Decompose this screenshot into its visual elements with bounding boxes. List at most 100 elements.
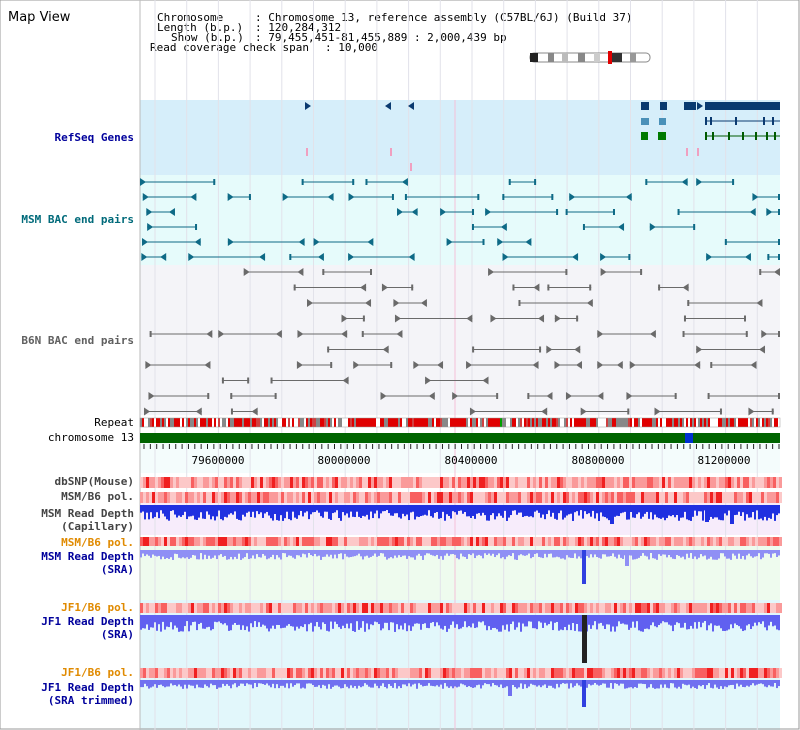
heat-cell <box>674 477 677 488</box>
depth-bar <box>424 680 426 686</box>
depth-bar <box>728 550 730 559</box>
repeat-segment <box>176 418 178 427</box>
msm-bac-track[interactable] <box>140 178 780 261</box>
heat-cell <box>515 668 518 678</box>
b6n-bac-track[interactable] <box>144 268 780 416</box>
heat-cell <box>329 668 332 678</box>
repeat-segment <box>450 418 452 427</box>
depth-bar <box>140 680 142 688</box>
depth-bar <box>606 680 608 688</box>
depth-bar <box>158 550 160 556</box>
depth-bar <box>472 680 474 688</box>
depth-bar <box>422 505 424 516</box>
b6n-bac-label[interactable]: B6N BAC end pairs <box>21 334 134 347</box>
depth-bar <box>602 680 604 684</box>
depth-bar <box>168 550 170 559</box>
repeat-segment <box>702 418 704 427</box>
chromosome-ideogram[interactable] <box>529 51 651 64</box>
gene-arrow <box>597 361 604 369</box>
depth-bar <box>614 615 616 632</box>
depth-bar <box>624 505 626 512</box>
depth-bar <box>288 505 290 520</box>
repeat-segment <box>736 418 738 427</box>
heat-cell <box>380 537 383 546</box>
repeat-segment <box>502 418 504 427</box>
depth-bar <box>398 615 400 630</box>
depth-bar <box>234 680 236 684</box>
heat-cell <box>593 477 596 488</box>
depth-bar <box>294 680 296 686</box>
heat-cell <box>767 492 770 503</box>
heat-cell <box>623 668 626 678</box>
repeat-segment <box>562 418 564 427</box>
depth-bar <box>384 615 386 623</box>
heat-cell <box>563 537 566 546</box>
depth-bar <box>184 680 186 685</box>
heat-cell <box>527 492 530 503</box>
depth-bar <box>724 505 726 514</box>
depth-bar <box>352 680 354 688</box>
repeat-segment <box>638 418 640 427</box>
depth-bar <box>560 680 562 685</box>
heat-cell <box>158 668 161 678</box>
heat-cell <box>740 603 743 613</box>
depth-bar <box>352 615 354 632</box>
depth-bar <box>176 505 178 518</box>
depth-bar <box>704 615 706 622</box>
bac-end <box>248 194 251 200</box>
heat-cell <box>362 537 365 546</box>
depth-bar <box>590 615 592 629</box>
depth-bar <box>492 550 494 554</box>
depth-bar <box>756 550 758 557</box>
depth-bar <box>158 680 160 686</box>
depth-bar <box>750 615 752 630</box>
depth-bar <box>238 505 240 520</box>
depth-bar <box>564 680 566 684</box>
heat-cell <box>617 537 620 546</box>
heat-cell <box>662 668 665 678</box>
heat-cell <box>638 603 641 613</box>
depth-bar <box>414 680 416 684</box>
msm-bac-label[interactable]: MSM BAC end pairs <box>21 213 134 226</box>
gene-block <box>658 132 666 140</box>
refseq-label[interactable]: RefSeq Genes <box>54 131 134 144</box>
depth-bar <box>140 615 142 630</box>
depth-bar <box>224 550 226 556</box>
heat-cell <box>383 603 386 613</box>
heat-cell <box>626 603 629 613</box>
heat-cell <box>479 603 482 613</box>
heat-cell <box>521 603 524 613</box>
repeat-segment <box>200 418 202 427</box>
heat-cell <box>569 492 572 503</box>
depth-bar <box>282 550 284 554</box>
heat-cell <box>257 603 260 613</box>
depth-bar <box>700 505 702 512</box>
depth-bar <box>550 615 552 622</box>
depth-bar <box>608 680 610 688</box>
bac-end <box>195 224 198 230</box>
depth-bar <box>566 505 568 516</box>
depth-bar <box>172 615 174 630</box>
heat-cell <box>248 537 251 546</box>
depth-bar <box>256 505 258 512</box>
heat-cell <box>308 668 311 678</box>
heat-cell <box>161 492 164 503</box>
refseq-genes-track[interactable] <box>305 102 780 171</box>
bac-end <box>512 284 515 291</box>
repeat-segment <box>706 418 708 427</box>
depth-bar <box>428 615 430 629</box>
heat-cell <box>506 537 509 546</box>
repeat-segment <box>728 418 730 427</box>
repeat-segment <box>182 418 184 427</box>
heat-cell <box>245 603 248 613</box>
heat-cell <box>557 603 560 613</box>
repeat-segment <box>260 418 262 427</box>
heat-cell <box>560 492 563 503</box>
depth-bar <box>498 615 500 632</box>
heat-cell <box>755 668 758 678</box>
depth-bar <box>734 680 736 689</box>
depth-bar <box>430 505 432 517</box>
heat-cell <box>734 537 737 546</box>
bac-end <box>370 269 373 275</box>
